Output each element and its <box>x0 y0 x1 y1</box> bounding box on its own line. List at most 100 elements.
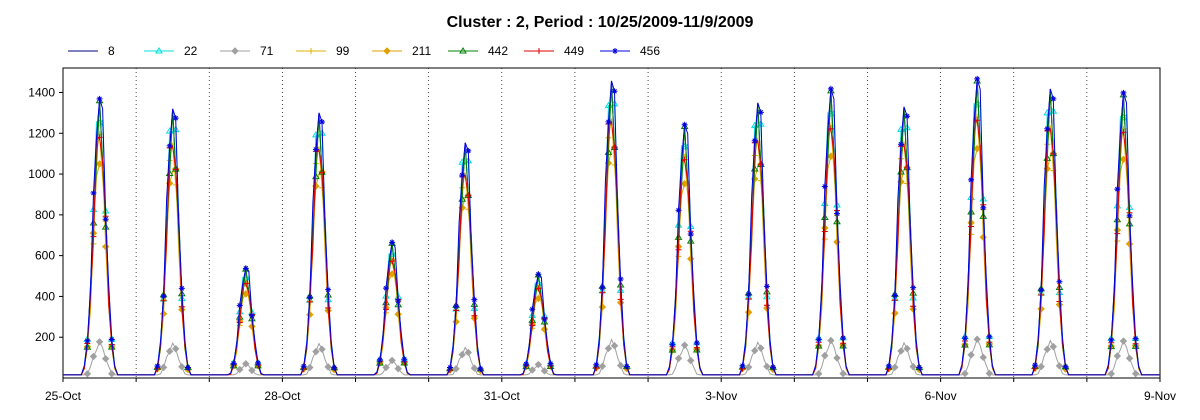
series-point <box>1107 342 1116 350</box>
series-point <box>1050 95 1057 102</box>
series-point <box>1032 362 1039 369</box>
series-point <box>687 356 695 365</box>
series-point <box>897 347 905 355</box>
series-point <box>681 121 688 128</box>
series-point <box>599 284 606 291</box>
series-point <box>83 343 92 350</box>
series-point <box>89 352 98 361</box>
series-point <box>968 176 975 183</box>
series-point <box>254 361 262 369</box>
series-point <box>452 365 460 373</box>
series-point <box>534 294 543 303</box>
series-point <box>904 113 911 120</box>
series-point <box>891 363 899 372</box>
series-point <box>248 366 256 375</box>
legend-item-211: 211 <box>372 44 431 58</box>
series-group <box>63 75 1160 378</box>
series-point <box>1119 337 1128 345</box>
legend-marker <box>308 48 314 54</box>
series-point <box>395 297 402 304</box>
series-point <box>534 360 543 369</box>
legend-item-99: 99 <box>296 44 350 58</box>
series-point <box>242 290 250 298</box>
y-tick-label: 800 <box>35 208 55 222</box>
series-point <box>675 246 682 253</box>
series-point <box>376 356 383 363</box>
legend-item-449: 449 <box>524 44 584 58</box>
series-point <box>1044 125 1051 132</box>
legend-item-71: 71 <box>220 44 274 58</box>
series-point <box>1125 240 1134 248</box>
series-point <box>471 312 478 319</box>
series-point <box>821 183 828 190</box>
series-point <box>178 285 185 292</box>
series-point <box>446 364 453 371</box>
legend-item-22: 22 <box>144 44 198 58</box>
series-point <box>815 336 822 343</box>
series-point <box>300 363 307 370</box>
series-point <box>388 356 396 365</box>
legend-label: 22 <box>184 44 198 58</box>
series-point <box>681 156 688 163</box>
series-point <box>90 233 97 240</box>
series-point <box>535 285 542 292</box>
series-point <box>465 147 472 154</box>
series-456 <box>63 75 1160 376</box>
series-point <box>680 341 689 349</box>
series-point <box>744 363 753 371</box>
series-point <box>529 306 536 313</box>
series-point <box>967 351 975 359</box>
series-point <box>979 353 987 362</box>
series-point <box>95 338 104 346</box>
series-point <box>1037 362 1045 371</box>
series-point <box>389 258 396 265</box>
series-point <box>1038 287 1045 294</box>
legend-label: 442 <box>488 44 508 58</box>
series-point <box>248 314 256 322</box>
series-point <box>616 361 625 370</box>
series-point <box>394 364 402 373</box>
series-point <box>973 335 981 343</box>
series-point <box>668 346 677 353</box>
legend-label: 71 <box>260 44 274 58</box>
series-point <box>1120 129 1127 136</box>
series-point <box>885 362 892 369</box>
series-point <box>839 369 847 378</box>
series-point <box>815 369 823 378</box>
series-point <box>904 164 911 171</box>
legend-marker <box>155 47 163 54</box>
series-point <box>159 363 168 372</box>
series-point <box>827 125 834 132</box>
series-point <box>470 364 479 372</box>
series-point <box>523 361 530 368</box>
series-point <box>172 115 179 122</box>
series-point <box>1056 298 1063 305</box>
plot-area <box>62 67 1161 379</box>
series-point <box>230 360 237 367</box>
series-point <box>598 303 607 311</box>
series-point <box>172 166 179 173</box>
series-point <box>400 359 409 366</box>
series-point <box>459 172 466 179</box>
series-point <box>961 341 969 348</box>
series-point <box>687 230 694 237</box>
series-point <box>324 363 332 371</box>
series-point <box>184 364 191 371</box>
series-point <box>751 137 758 144</box>
series-point <box>1113 352 1122 360</box>
series-point <box>604 344 613 353</box>
series-point <box>687 255 695 263</box>
series-point <box>973 144 981 153</box>
series-point <box>540 318 549 325</box>
series-point <box>763 302 770 309</box>
series-point <box>840 335 847 342</box>
series-point <box>669 341 676 348</box>
series-point <box>383 306 390 313</box>
series-point <box>605 118 612 125</box>
series-point <box>312 347 320 356</box>
series-point <box>535 271 542 278</box>
series-point <box>692 345 701 353</box>
series-point <box>909 362 917 371</box>
legend-label: 8 <box>108 44 115 58</box>
series-point <box>1056 278 1063 285</box>
